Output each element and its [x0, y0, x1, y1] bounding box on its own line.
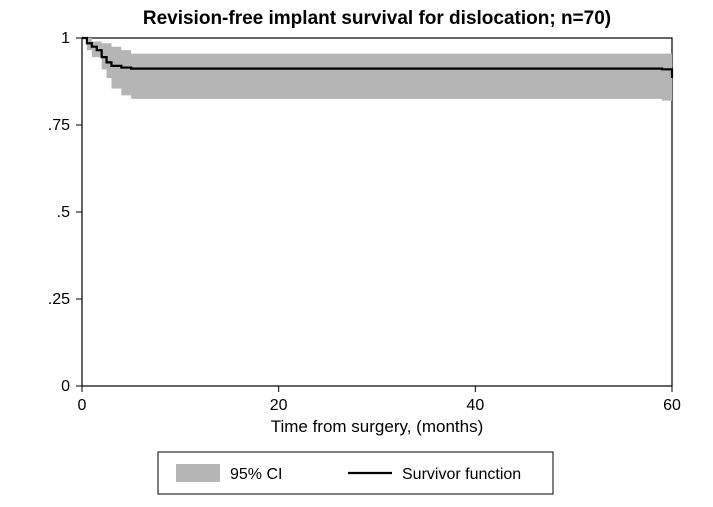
- x-tick-label: 0: [78, 397, 87, 414]
- x-tick-label: 60: [663, 397, 681, 414]
- x-axis-label: Time from surgery, (months): [271, 417, 484, 436]
- y-tick-label: .5: [57, 204, 70, 221]
- x-tick-label: 40: [466, 397, 484, 414]
- x-axis-ticks: 0 20 40 60: [78, 386, 681, 414]
- chart-title: Revision-free implant survival for dislo…: [143, 8, 611, 29]
- y-tick-label: 0: [61, 378, 70, 395]
- legend-survivor-label: Survivor function: [402, 466, 521, 483]
- legend: 95% CI Survivor function: [158, 452, 553, 494]
- legend-ci-swatch: [176, 464, 220, 482]
- legend-ci-label: 95% CI: [230, 466, 282, 483]
- y-axis-ticks: 0 .25 .5 .75 1: [48, 30, 82, 395]
- x-tick-label: 20: [270, 397, 288, 414]
- y-tick-label: .75: [48, 117, 70, 134]
- confidence-band: [82, 38, 672, 118]
- y-tick-label: .25: [48, 291, 70, 308]
- y-tick-label: 1: [61, 30, 70, 47]
